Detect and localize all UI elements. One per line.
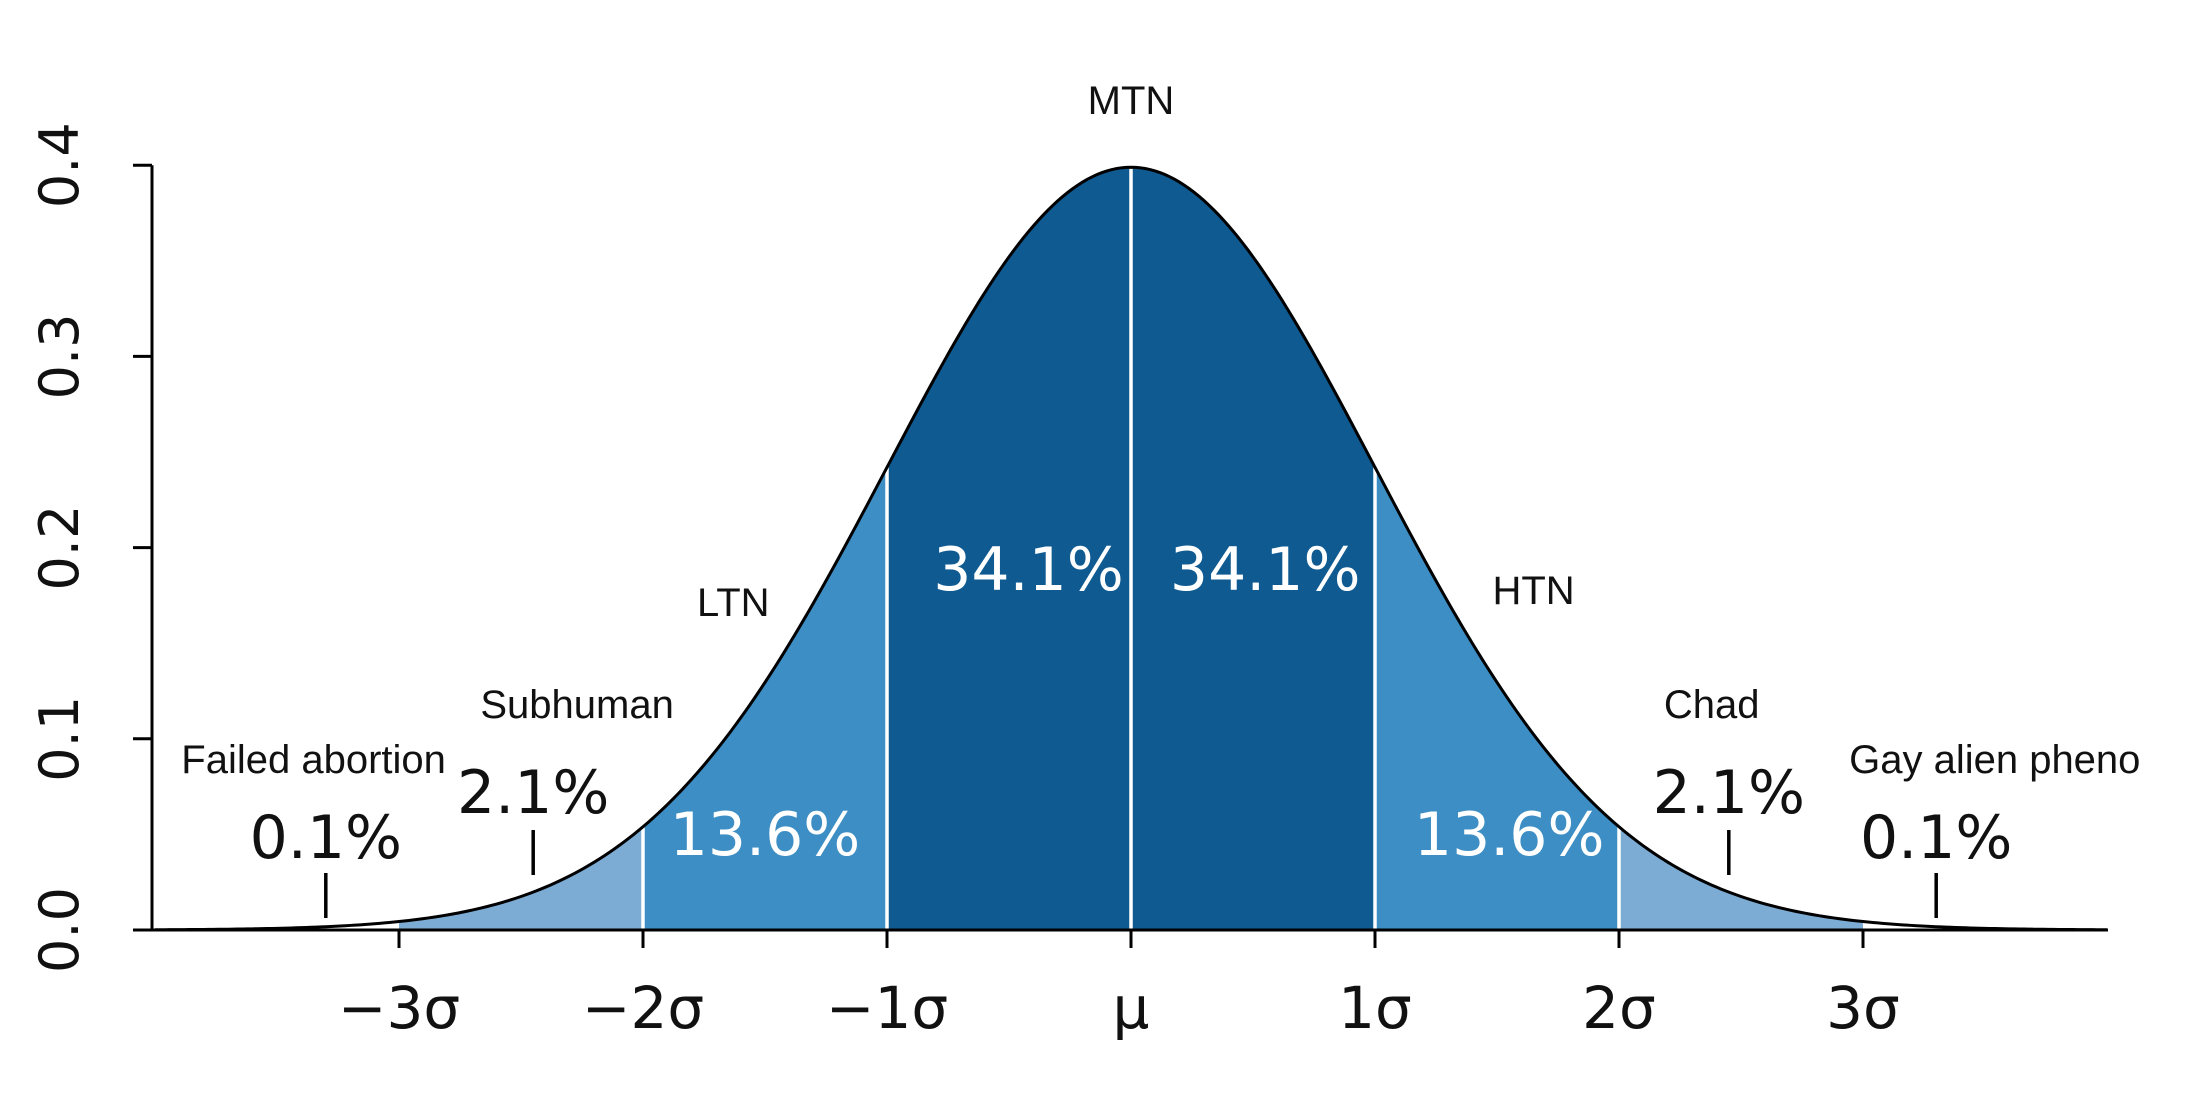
annotations: MTN LTN HTN Subhuman Chad Failed abortion Gay … — [181, 79, 2140, 782]
region-0 — [399, 826, 643, 930]
y-tick-label: 0.4 — [28, 122, 91, 208]
x-tick-label: 1σ — [1338, 974, 1412, 1042]
x-tick-label: μ — [1113, 974, 1150, 1042]
sigma-boundary-lines — [641, 167, 1621, 930]
x-ticks: −3σ −2σ −1σ μ 1σ 2σ 3σ — [338, 930, 1900, 1042]
annotation-label: MTN — [1088, 79, 1175, 123]
annotation-label: Chad — [1664, 683, 1760, 727]
tail-label: 2.1% — [1653, 758, 1805, 828]
x-tick-label: −1σ — [826, 974, 948, 1042]
x-tick-label: −2σ — [582, 974, 704, 1042]
band-label: 13.6% — [1414, 800, 1605, 870]
y-tick-label: 0.1 — [28, 696, 91, 782]
annotation-label: Subhuman — [480, 683, 673, 727]
y-tick-label: 0.0 — [28, 887, 91, 973]
region-labels: 13.6% 34.1% 34.1% 13.6% 0.1% 2.1% 2.1% 0.1% — [250, 535, 2012, 918]
x-tick-label: 3σ — [1826, 974, 1900, 1042]
y-tick-label: 0.3 — [28, 313, 91, 399]
y-tick-label: 0.2 — [28, 505, 91, 591]
band-label: 34.1% — [1170, 535, 1361, 605]
annotation-label: LTN — [697, 581, 770, 625]
band-label: 13.6% — [670, 800, 861, 870]
x-tick-label: −3σ — [338, 974, 460, 1042]
density-curve — [154, 165, 2108, 932]
tail-label: 0.1% — [1860, 803, 2012, 873]
tail-label: 0.1% — [250, 803, 402, 873]
band-label: 34.1% — [933, 535, 1124, 605]
x-tick-label: 2σ — [1582, 974, 1656, 1042]
annotation-label: Failed abortion — [181, 738, 446, 782]
y-ticks: 0.0 0.1 0.2 0.3 0.4 — [28, 122, 152, 973]
region-2 — [887, 167, 1131, 931]
annotation-label: HTN — [1492, 569, 1574, 613]
region-3 — [1131, 167, 1375, 931]
region-5 — [1619, 826, 1863, 930]
annotation-label: Gay alien pheno — [1849, 738, 2140, 782]
tail-label: 2.1% — [457, 758, 609, 828]
